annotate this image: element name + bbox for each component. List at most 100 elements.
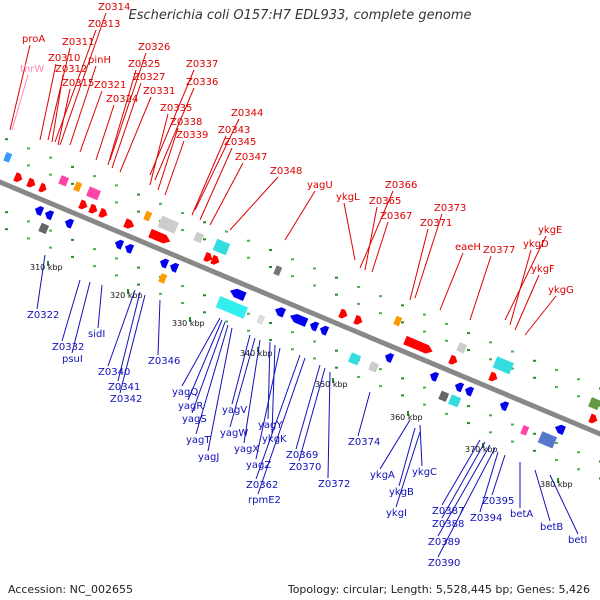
leader-line [199,147,233,221]
leader-line [514,274,540,331]
misc-feature [588,397,600,411]
reverse-gene-arrow [160,258,170,269]
track-dot [269,248,272,251]
track-dot [71,255,74,258]
track-dot [489,341,492,344]
leader-line [398,427,416,487]
gene-label: Z0325 [128,59,160,70]
genome-backbone [0,179,600,437]
track-dot [467,405,470,408]
track-dot [313,284,316,287]
leader-line [57,88,71,146]
misc-feature [438,390,450,402]
gene-label: yagR [178,401,203,412]
misc-feature [158,273,168,284]
gene-label: ykgE [538,225,562,236]
track-dot [93,265,96,268]
forward-gene-arrow [338,308,348,319]
reverse-gene-arrow [455,382,465,393]
track-dot [159,202,162,205]
track-dot [181,285,184,288]
gene-label: ykgL [336,192,360,203]
backbone-group [0,179,600,437]
track-dot [379,312,382,315]
forward-gene-arrow [353,314,363,325]
gene-label: Z0367 [380,211,412,222]
gene-label: Z0365 [369,196,401,207]
forward-gene-arrow [78,199,88,210]
leader-line [255,354,301,480]
track-dot [423,386,426,389]
reverse-gene-arrow [35,206,45,217]
track-dot [577,451,580,454]
gene-label: Z0326 [138,42,170,53]
misc-feature [537,431,558,449]
leader-line [271,344,276,434]
track-dot [115,274,118,277]
track-dot [71,182,74,185]
track-dot [27,147,30,150]
forward-gene-arrow [26,177,36,188]
gene-label: Z0324 [106,94,138,105]
track-dot [489,431,492,434]
gene-label: Z0372 [318,479,350,490]
leader-line [39,63,57,141]
track-dot [445,339,448,342]
gene-label: Z0310 [48,53,80,64]
gene-label: Z0336 [186,77,218,88]
track-dot [533,432,536,435]
gene-label: Z0315 [62,78,94,89]
track-dot [313,340,316,343]
gene-label: Z0377 [483,245,515,256]
track-dot [357,285,360,288]
leader-line [47,47,71,141]
gene-label: ykgC [412,467,437,478]
track-dot [181,302,184,305]
track-dot [93,175,96,178]
track-dot [511,440,514,443]
leader-line [61,279,81,342]
track-dot [291,348,294,351]
leader-line [504,235,547,321]
track-dot [489,414,492,417]
leader-line [255,347,281,460]
leader-line [441,441,486,519]
misc-feature [393,315,403,327]
gene-label: Z0366 [385,180,417,191]
leader-line [229,176,279,231]
leader-line [441,439,481,506]
track-dot [203,311,206,314]
track-dot [5,228,8,231]
track-dot [291,275,294,278]
track-dot [137,210,140,213]
track-dot [357,375,360,378]
track-dot [313,357,316,360]
leader-line [9,44,31,131]
leader-line [257,357,306,495]
track-dot [577,468,580,471]
leader-line [149,113,169,186]
leader-line [191,135,227,216]
leader-line [181,317,221,387]
track-dot [71,165,74,168]
gene-label: Z0342 [110,394,142,405]
track-dot [71,238,74,241]
map-title: Escherichia coli O157:H7 EDL933, complet… [128,8,472,23]
leader-line [491,454,506,496]
track-dot [401,377,404,380]
misc-feature [38,222,50,235]
leader-line [109,52,147,161]
track-dot [511,367,514,370]
track-dot [533,449,536,452]
gene-label: Z0370 [289,462,321,473]
misc-feature [212,238,231,256]
reverse-gene-arrow [65,218,75,229]
tick-label: 330 kbp [172,319,205,328]
gene-label: Z0339 [176,130,208,141]
track-dot [5,211,8,214]
track-dot [247,329,250,332]
gene-label: rpmE2 [248,495,281,506]
leader-line [187,319,223,401]
gene-label: yagQ [172,387,198,398]
